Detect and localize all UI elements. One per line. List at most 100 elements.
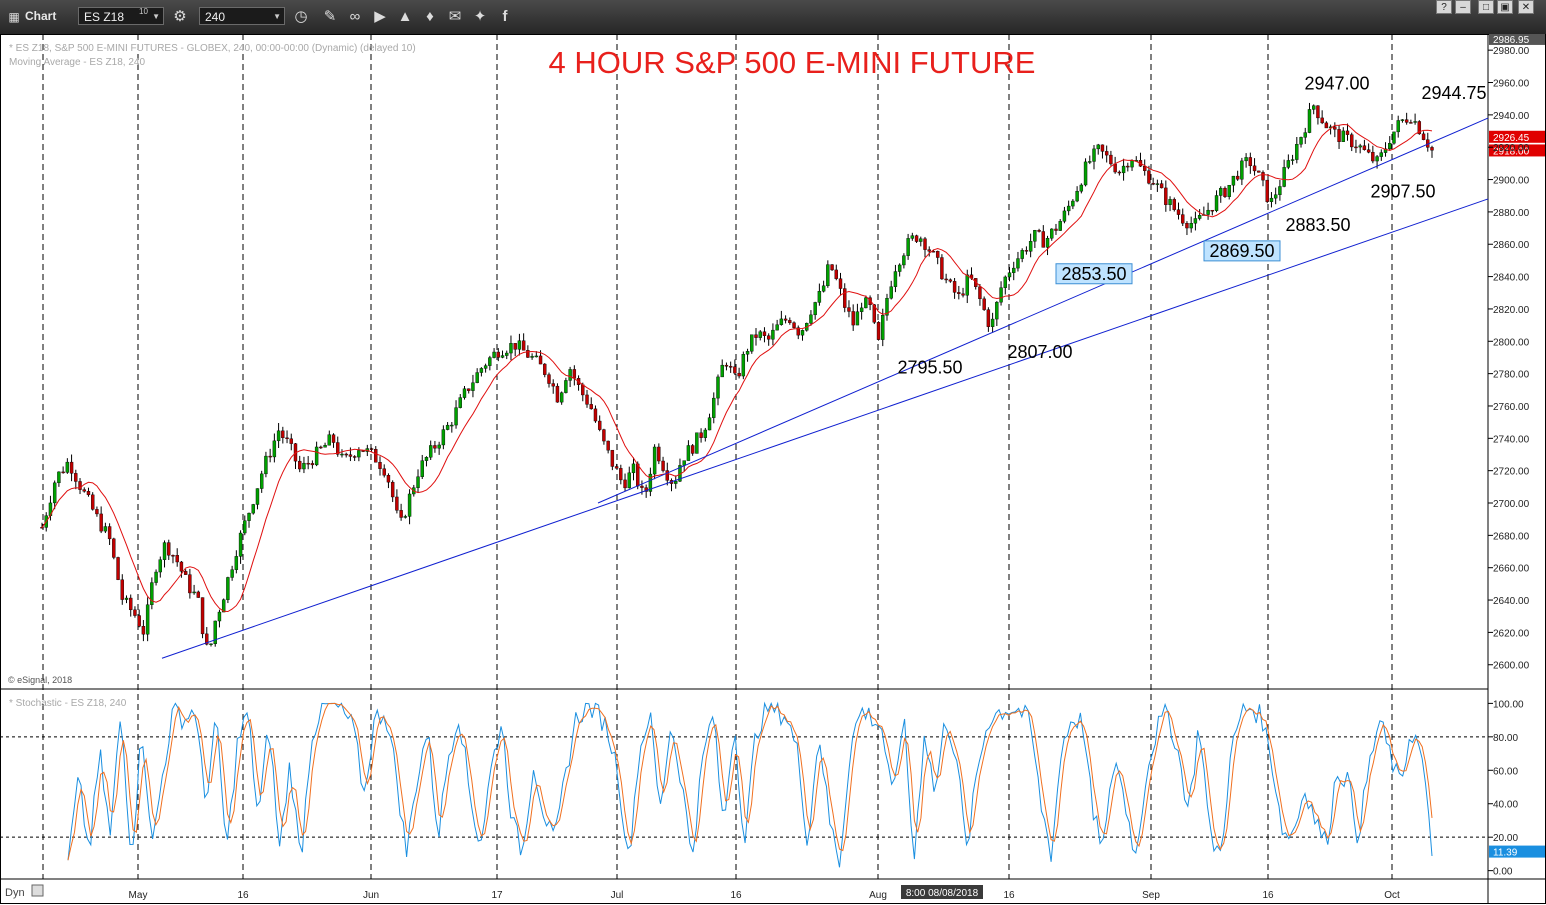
candle-body [1269,197,1274,202]
candle-body [940,257,944,280]
price-tick-label: 2720.00 [1493,467,1530,478]
candle-body [69,461,74,474]
help-button[interactable]: ? [1436,0,1452,14]
price-top-label: 2986.95 [1493,35,1530,46]
close-button[interactable]: ✕ [1518,0,1534,14]
stochastic-d-line [67,702,1433,861]
candle-body [1155,183,1160,185]
candle-body [344,453,348,456]
candle-body [1286,160,1291,168]
candle-body [847,307,851,312]
candle-body [864,297,868,309]
candle-body [1299,137,1303,145]
chevron-down-icon[interactable]: ▼ [273,12,281,21]
candle-body [720,364,724,378]
candle-body [999,287,1003,303]
candle-body [340,453,344,456]
candle-body [107,526,112,540]
candle-body [167,542,171,556]
candle-body [1066,205,1071,212]
settings-gear-icon[interactable]: ⚙ [173,8,187,25]
candle-body [750,334,754,352]
candle-body [792,322,796,328]
facebook-icon[interactable]: f [502,8,508,25]
comment-icon[interactable]: ✉ [448,8,462,25]
trendline [597,117,1489,504]
candle-body [175,555,179,563]
candle-body [1261,172,1265,181]
stochastic-tick-label: 20.00 [1493,833,1518,844]
candle-body [395,496,399,511]
candle-body [209,643,213,646]
candle-body [543,363,547,375]
candle-body [636,463,640,487]
candle-body [1303,132,1307,138]
clock-icon[interactable]: ◷ [294,8,308,25]
candle-body [788,320,792,323]
candle-body [606,440,610,451]
chevron-down-icon[interactable]: ▼ [152,12,160,21]
candle-body [1007,272,1012,278]
candle-body [1324,122,1329,129]
stochastic-tick-label: 80.00 [1493,733,1518,744]
candle-body [589,404,593,410]
price-annotation: 2807.00 [1007,342,1072,362]
symbol-input[interactable]: ES Z18 10 ▼ [78,7,164,25]
candle-body [1252,165,1257,172]
candle-body [441,429,446,446]
twitter-icon[interactable]: ✦ [473,8,487,25]
date-tick-label: Oct [1384,890,1400,901]
moving-average-info-line: Moving Average - ES Z18, 240 [9,57,145,68]
play-icon[interactable]: ▶ [374,8,386,25]
candle-body [1375,156,1379,162]
candle-body [428,445,433,458]
alert-icon[interactable]: ▲ [397,8,413,25]
candle-body [1358,145,1362,148]
candle-body [52,482,57,504]
stochastic-tick-label: 100.00 [1493,699,1524,710]
restore-button[interactable]: □ [1478,0,1494,14]
candle-body [1100,144,1105,152]
candle-body [809,314,813,324]
candle-body [986,309,991,327]
candle-body [830,264,834,271]
candle-body [1235,175,1240,180]
candle-body [990,318,995,327]
candle-body [1126,165,1130,168]
price-tick-label: 2980.00 [1493,46,1530,57]
tag-icon[interactable]: ♦ [426,8,434,25]
maximize-button[interactable]: ▣ [1497,0,1513,14]
price-tick-label: 2900.00 [1493,176,1530,187]
candle-body [927,249,931,252]
link-icon[interactable]: ∞ [349,8,361,25]
candle-body [1062,210,1067,222]
candle-body [1333,126,1337,130]
candle-body [196,591,201,598]
minimize-button[interactable]: – [1455,0,1471,14]
candle-body [336,442,340,455]
candle-body [399,510,403,518]
candle-body [1197,215,1202,219]
price-tag-box [1489,130,1545,143]
chart-toolbar: ▦ Chart ES Z18 10 ▼ ⚙ 240 ▼ ◷ ✎ ∞ ▶ ▲ ♦ … [0,0,1546,35]
candle-body [1240,160,1244,180]
candle-body [902,255,906,266]
candle-body [885,297,889,316]
date-tick-label: Sep [1142,890,1160,901]
candle-body [733,366,737,374]
symbol-value: ES Z18 [84,10,125,24]
date-axis-toggle-icon[interactable] [31,884,44,897]
candle-body [534,355,539,358]
date-tick-label: Jul [611,890,624,901]
candle-body [889,286,893,299]
price-annotation: 2883.50 [1285,215,1350,235]
pencil-icon[interactable]: ✎ [323,8,337,25]
candle-body [597,420,602,430]
candle-body [699,432,703,438]
interval-input[interactable]: 240 ▼ [199,7,285,25]
date-tick-label: May [129,890,148,901]
candle-body [386,475,391,483]
candle-body [826,264,830,287]
candle-body [965,274,969,296]
candle-body [914,235,919,242]
